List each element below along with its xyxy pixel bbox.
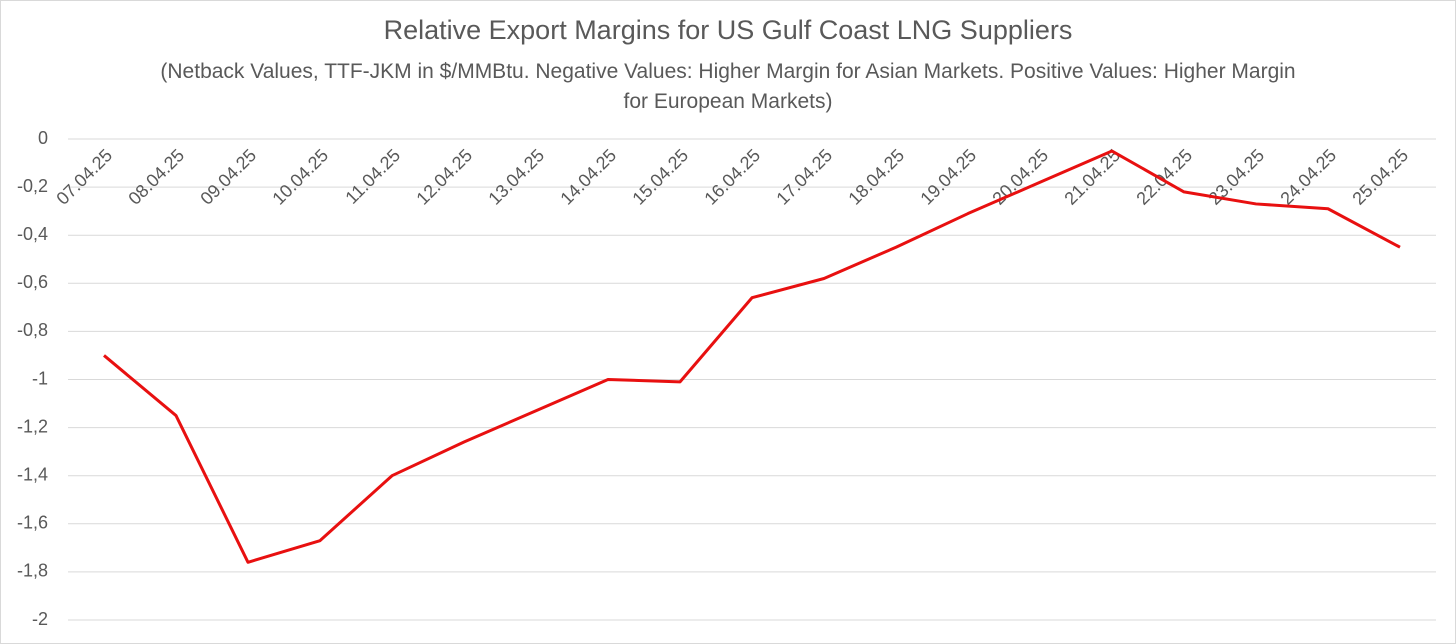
x-tick-label: 18.04.25 — [844, 145, 908, 209]
series-line — [103, 149, 1401, 564]
x-tick-label: 24.04.25 — [1276, 145, 1340, 209]
y-tick-label: -0,8 — [17, 320, 48, 340]
y-tick-label: -1,6 — [17, 513, 48, 533]
x-tick-label: 11.04.25 — [341, 145, 404, 208]
x-tick-label: 10.04.25 — [268, 145, 332, 209]
y-tick-label: -1,2 — [17, 416, 48, 436]
x-tick-label: 16.04.25 — [700, 145, 764, 209]
y-tick-label: -1 — [32, 368, 48, 388]
x-tick-label: 13.04.25 — [484, 145, 548, 209]
x-tick-label: 12.04.25 — [412, 145, 476, 209]
x-tick-label: 21.04.25 — [1060, 145, 1124, 209]
x-tick-label: 17.04.25 — [772, 145, 836, 209]
x-tick-label: 14.04.25 — [556, 145, 620, 209]
y-tick-label: 0 — [38, 128, 48, 148]
y-tick-label: -2 — [32, 609, 48, 629]
y-tick-label: -0,6 — [17, 272, 48, 292]
chart-title: Relative Export Margins for US Gulf Coas… — [383, 15, 1073, 45]
x-tick-label: 07.04.25 — [52, 145, 116, 209]
chart-subtitle: (Netback Values, TTF-JKM in $/MMBtu. Neg… — [160, 60, 1296, 113]
y-tick-label: -1,4 — [17, 464, 48, 484]
x-tick-label: 08.04.25 — [124, 145, 188, 209]
y-tick-label: -0,2 — [17, 176, 48, 196]
x-tick-label: 25.04.25 — [1348, 145, 1412, 209]
x-tick-label: 09.04.25 — [196, 145, 260, 209]
y-tick-label: -1,8 — [17, 561, 48, 581]
x-tick-label: 19.04.25 — [916, 145, 980, 209]
x-tick-label: 22.04.25 — [1132, 145, 1196, 209]
x-tick-label: 15.04.25 — [628, 145, 692, 209]
y-tick-label: -0,4 — [17, 224, 48, 244]
